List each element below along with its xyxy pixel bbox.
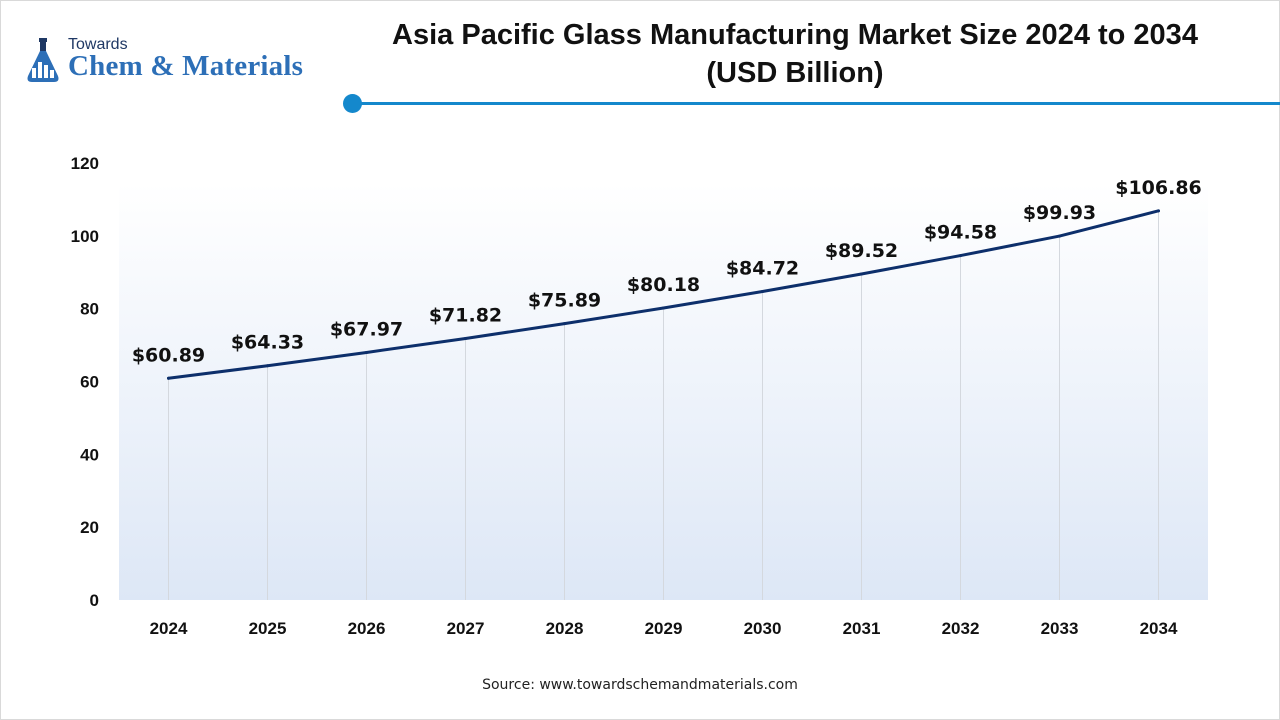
data-label: $60.89 <box>132 344 205 366</box>
data-point <box>1157 209 1160 213</box>
x-tick-label: 2024 <box>150 619 188 638</box>
y-tick-label: 20 <box>80 518 99 537</box>
data-label: $67.97 <box>330 318 403 340</box>
x-tick-label: 2034 <box>1140 619 1178 638</box>
x-tick-label: 2025 <box>249 619 287 638</box>
data-label: $84.72 <box>726 257 799 279</box>
data-point <box>563 322 566 326</box>
x-tick-label: 2031 <box>843 619 881 638</box>
x-tick-label: 2033 <box>1041 619 1079 638</box>
data-point <box>959 254 962 258</box>
data-label: $94.58 <box>924 222 997 244</box>
y-tick-label: 80 <box>80 300 99 319</box>
y-tick-label: 120 <box>71 154 99 173</box>
x-tick-label: 2030 <box>744 619 782 638</box>
data-point <box>365 350 368 354</box>
brand-logo: Towards Chem & Materials <box>22 36 342 86</box>
source-note: Source: www.towardschemandmaterials.com <box>482 677 798 693</box>
logo-towards-text: Towards <box>68 36 128 53</box>
y-tick-label: 60 <box>80 373 99 392</box>
data-label: $89.52 <box>825 240 898 262</box>
title-underline <box>352 102 1280 105</box>
data-point <box>662 306 665 310</box>
flask-icon <box>27 38 59 82</box>
chart-title: Asia Pacific Glass Manufacturing Market … <box>345 16 1245 92</box>
data-point <box>167 376 170 380</box>
data-label: $64.33 <box>231 332 304 354</box>
data-point <box>464 336 467 340</box>
x-tick-label: 2029 <box>645 619 683 638</box>
data-label: $80.18 <box>627 274 700 296</box>
y-tick-label: 100 <box>71 227 99 246</box>
x-tick-label: 2028 <box>546 619 584 638</box>
x-tick-label: 2032 <box>942 619 980 638</box>
data-point <box>1058 234 1061 238</box>
chart-title-line-2: (USD Billion) <box>706 57 884 89</box>
title-underline-dot <box>343 94 362 113</box>
data-label: $71.82 <box>429 304 502 326</box>
data-point <box>860 272 863 276</box>
x-tick-label: 2026 <box>348 619 386 638</box>
data-point <box>266 364 269 368</box>
chart-title-line-1: Asia Pacific Glass Manufacturing Market … <box>392 19 1198 51</box>
data-point <box>761 289 764 293</box>
data-label: $106.86 <box>1115 177 1202 199</box>
logo-brand-text: Chem & Materials <box>68 50 304 82</box>
x-tick-label: 2027 <box>447 619 485 638</box>
y-tick-label: 0 <box>90 591 99 610</box>
data-label: $99.93 <box>1023 202 1096 224</box>
y-tick-label: 40 <box>80 445 99 464</box>
data-label: $75.89 <box>528 290 601 312</box>
